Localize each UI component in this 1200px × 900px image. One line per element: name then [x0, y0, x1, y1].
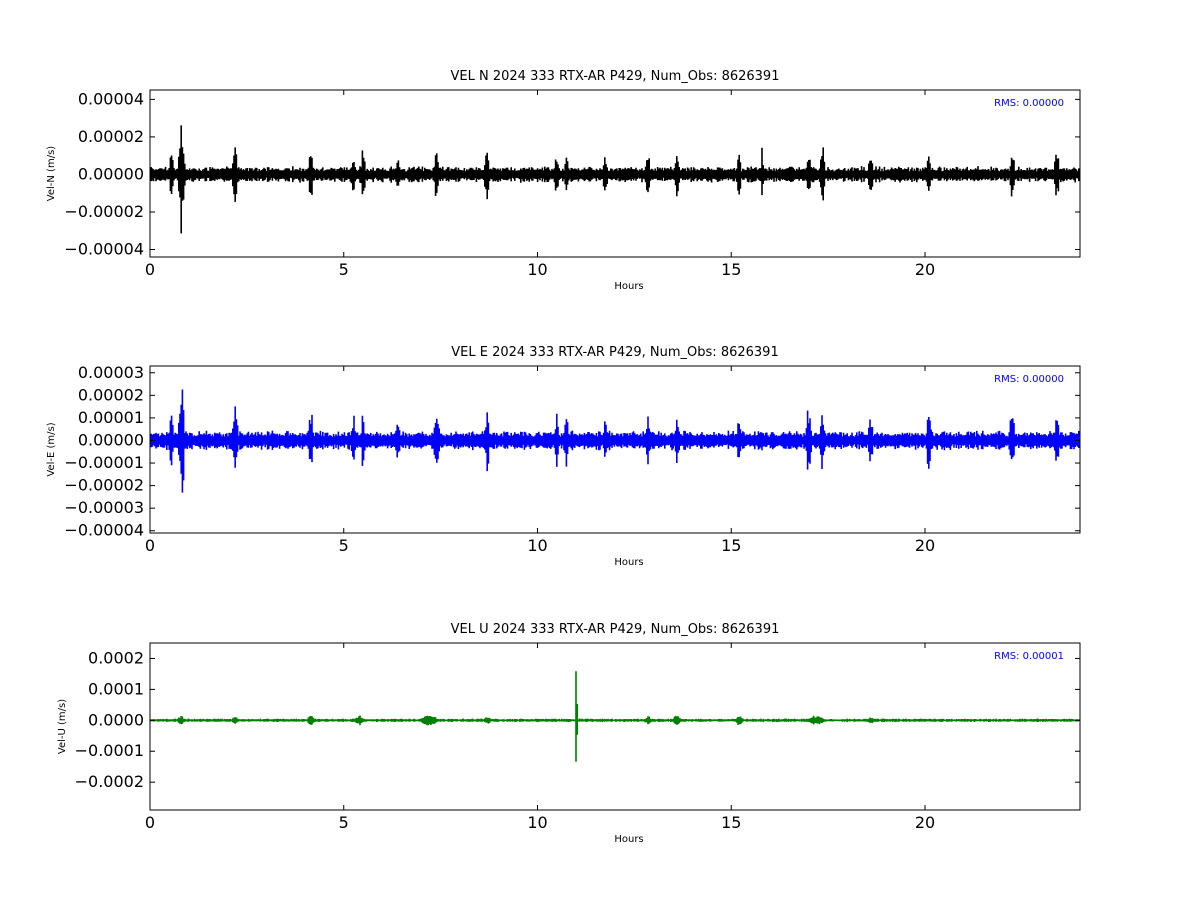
- y-tick-label: 0.00004: [78, 89, 144, 108]
- y-tick-label: 0.00000: [78, 430, 144, 449]
- x-tick-label: 15: [721, 260, 741, 279]
- y-tick-label: 0.00002: [78, 127, 144, 146]
- x-tick-label: 10: [527, 813, 547, 832]
- y-tick-label: 0.00002: [78, 385, 144, 404]
- x-tick-label: 10: [527, 260, 547, 279]
- data-trace: [150, 671, 1080, 762]
- x-axis-label: Hours: [614, 557, 643, 568]
- x-tick-label: 0: [145, 536, 155, 555]
- y-tick-label: −0.00004: [64, 521, 144, 540]
- y-tick-label: −0.00002: [64, 202, 144, 221]
- y-tick-label: 0.00001: [78, 408, 144, 427]
- y-tick-label: −0.0002: [75, 772, 144, 791]
- x-tick-label: 10: [527, 536, 547, 555]
- x-axis-label: Hours: [614, 834, 643, 845]
- series-line: [150, 125, 1080, 234]
- y-tick-label: −0.00003: [64, 498, 144, 517]
- rms-annotation: RMS: 0.00000: [994, 98, 1064, 109]
- y-tick-label: 0.00000: [78, 164, 144, 183]
- series-line: [150, 389, 1080, 493]
- y-tick-label: 0.00003: [78, 363, 144, 382]
- x-tick-label: 5: [339, 536, 349, 555]
- y-axis-label: Vel-E (m/s): [46, 422, 57, 476]
- data-trace: [150, 125, 1080, 234]
- x-tick-label: 15: [721, 536, 741, 555]
- x-axis-label: Hours: [614, 281, 643, 292]
- x-tick-label: 15: [721, 813, 741, 832]
- x-tick-label: 5: [339, 813, 349, 832]
- data-trace: [150, 389, 1080, 493]
- series-line: [150, 671, 1080, 762]
- subplot-3: VEL U 2024 333 RTX-AR P429, Num_Obs: 862…: [57, 622, 1081, 845]
- x-tick-label: 20: [915, 260, 935, 279]
- y-tick-label: −0.00001: [64, 453, 144, 472]
- axes-frame: [149, 365, 1081, 534]
- y-tick-label: 0.0001: [88, 679, 144, 698]
- y-tick-label: −0.00002: [64, 476, 144, 495]
- subplot-title: VEL U 2024 333 RTX-AR P429, Num_Obs: 862…: [451, 622, 780, 637]
- y-tick-label: −0.0001: [75, 741, 144, 760]
- subplot-2: VEL E 2024 333 RTX-AR P429, Num_Obs: 862…: [46, 345, 1081, 568]
- x-tick-label: 20: [915, 536, 935, 555]
- x-tick-label: 0: [145, 813, 155, 832]
- y-axis-label: Vel-U (m/s): [57, 699, 68, 754]
- x-tick-label: 0: [145, 260, 155, 279]
- x-tick-label: 5: [339, 260, 349, 279]
- rms-annotation: RMS: 0.00001: [994, 651, 1064, 662]
- subplot-1: VEL N 2024 333 RTX-AR P429, Num_Obs: 862…: [46, 69, 1081, 292]
- subplot-title: VEL N 2024 333 RTX-AR P429, Num_Obs: 862…: [451, 69, 780, 84]
- y-tick-label: −0.00004: [64, 239, 144, 258]
- subplot-title: VEL E 2024 333 RTX-AR P429, Num_Obs: 862…: [451, 345, 778, 360]
- axes-frame: [149, 642, 1081, 811]
- rms-annotation: RMS: 0.00000: [994, 374, 1064, 385]
- x-tick-label: 20: [915, 813, 935, 832]
- y-tick-label: 0.0000: [88, 710, 144, 729]
- y-axis-label: Vel-N (m/s): [46, 146, 57, 201]
- axes-frame: [149, 89, 1081, 258]
- y-tick-label: 0.0002: [88, 648, 144, 667]
